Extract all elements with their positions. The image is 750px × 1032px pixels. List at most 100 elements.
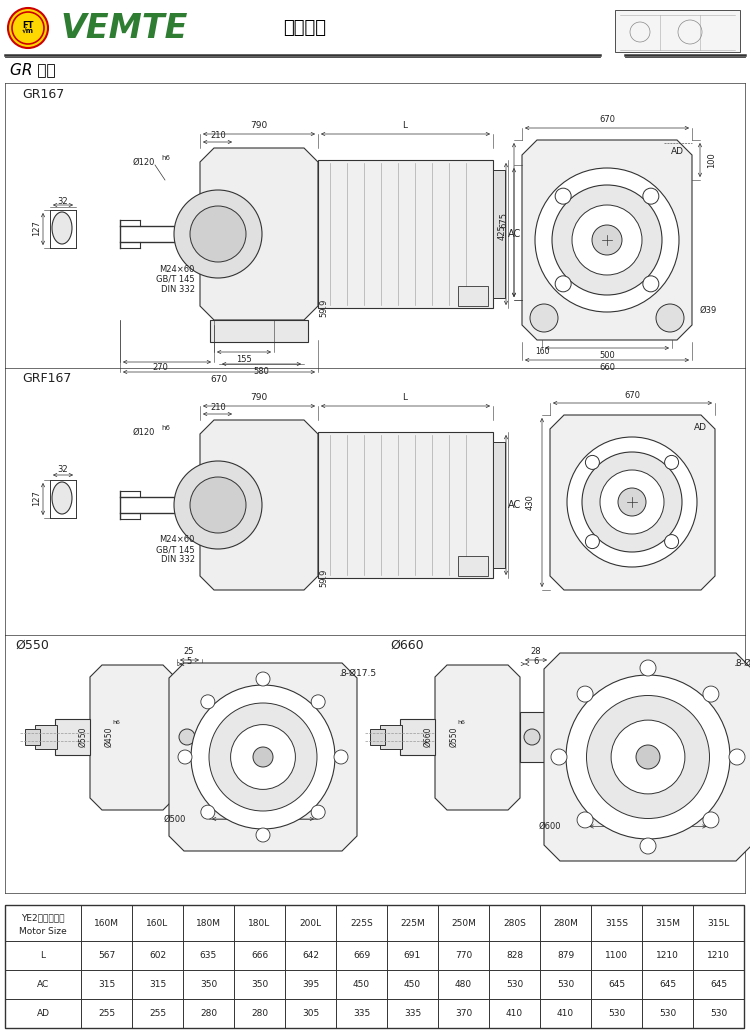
Circle shape: [174, 461, 262, 549]
Circle shape: [611, 720, 685, 794]
Circle shape: [530, 304, 558, 332]
Circle shape: [230, 724, 296, 789]
Text: 669: 669: [352, 952, 370, 960]
Text: 315S: 315S: [605, 918, 628, 928]
Text: 828: 828: [506, 952, 523, 960]
Circle shape: [592, 225, 622, 255]
Bar: [175, 712, 200, 762]
Text: 8-Ø17.5: 8-Ø17.5: [340, 669, 376, 677]
Circle shape: [656, 304, 684, 332]
Text: 480: 480: [455, 980, 472, 989]
Bar: [380, 725, 402, 749]
Text: L: L: [403, 122, 407, 130]
Text: Ø550: Ø550: [78, 727, 87, 747]
Text: 335: 335: [404, 1009, 422, 1018]
Text: 580: 580: [253, 367, 269, 377]
Text: 642: 642: [302, 952, 319, 960]
Text: 200L: 200L: [299, 918, 322, 928]
Text: 1210: 1210: [656, 952, 679, 960]
Circle shape: [524, 729, 540, 745]
Bar: [318, 432, 493, 578]
Text: 5: 5: [186, 657, 192, 667]
Bar: [370, 729, 385, 745]
Text: 691: 691: [404, 952, 422, 960]
Text: GB/T 145: GB/T 145: [156, 546, 195, 554]
Text: 59.9: 59.9: [320, 299, 328, 317]
Circle shape: [566, 675, 730, 839]
Text: 160M: 160M: [94, 918, 119, 928]
Text: 410: 410: [557, 1009, 574, 1018]
Text: 645: 645: [659, 980, 676, 989]
Text: 670: 670: [624, 390, 640, 399]
Text: 155: 155: [236, 355, 252, 364]
Text: AC: AC: [509, 229, 522, 239]
Text: 210: 210: [210, 402, 226, 412]
Text: 6: 6: [533, 657, 538, 667]
Text: 602: 602: [149, 952, 166, 960]
Text: GR 系列: GR 系列: [10, 63, 56, 77]
Circle shape: [572, 205, 642, 275]
Circle shape: [179, 729, 195, 745]
Text: FT: FT: [22, 22, 34, 31]
Circle shape: [178, 750, 192, 764]
Text: 315: 315: [98, 980, 116, 989]
Text: 1210: 1210: [707, 952, 730, 960]
Text: 1100: 1100: [605, 952, 628, 960]
Text: 8-Ø22: 8-Ø22: [735, 658, 750, 668]
Circle shape: [8, 8, 48, 49]
Text: 430: 430: [526, 494, 535, 510]
Text: 280: 280: [251, 1009, 268, 1018]
Text: Ø550: Ø550: [15, 639, 49, 651]
Bar: [5, 905, 744, 1028]
Text: 160L: 160L: [146, 918, 169, 928]
Circle shape: [586, 455, 599, 470]
Text: 530: 530: [710, 1009, 727, 1018]
Text: 635: 635: [200, 952, 217, 960]
Text: Ø120: Ø120: [133, 158, 155, 166]
Bar: [615, 10, 740, 52]
Text: 180M: 180M: [196, 918, 221, 928]
Text: Ø550: Ø550: [449, 727, 458, 747]
Text: 790: 790: [251, 122, 268, 130]
Text: GR167: GR167: [22, 88, 64, 100]
Circle shape: [600, 470, 664, 534]
Circle shape: [577, 686, 593, 702]
Bar: [400, 719, 435, 755]
Circle shape: [618, 488, 646, 516]
Text: 315M: 315M: [655, 918, 680, 928]
Polygon shape: [544, 653, 750, 861]
Text: DIN 332: DIN 332: [161, 285, 195, 293]
Text: 127: 127: [32, 220, 41, 236]
Text: 255: 255: [149, 1009, 166, 1018]
Text: Ø600: Ø600: [538, 823, 561, 831]
Text: 450: 450: [353, 980, 370, 989]
Circle shape: [190, 477, 246, 533]
Circle shape: [703, 812, 719, 828]
Text: AD: AD: [37, 1009, 50, 1018]
Text: 315: 315: [148, 980, 166, 989]
Circle shape: [586, 696, 710, 818]
Text: h6: h6: [457, 719, 465, 724]
Text: Ø39: Ø39: [700, 305, 717, 315]
Text: 425: 425: [497, 224, 506, 239]
Text: GRF167: GRF167: [22, 372, 71, 385]
Text: Motor Size: Motor Size: [20, 927, 67, 935]
Text: Ø450: Ø450: [104, 727, 113, 747]
Text: h6: h6: [161, 425, 170, 431]
Bar: [458, 556, 488, 576]
Text: 28: 28: [531, 647, 542, 656]
Bar: [318, 160, 493, 308]
Ellipse shape: [52, 212, 72, 244]
Text: 280M: 280M: [553, 918, 578, 928]
Circle shape: [577, 812, 593, 828]
Text: AD: AD: [694, 422, 706, 431]
Circle shape: [552, 185, 662, 295]
Polygon shape: [90, 665, 175, 810]
Circle shape: [334, 750, 348, 764]
Circle shape: [643, 276, 658, 292]
Text: 350: 350: [200, 980, 217, 989]
Text: 335: 335: [352, 1009, 370, 1018]
Text: 660: 660: [599, 363, 615, 373]
Circle shape: [703, 686, 719, 702]
Circle shape: [253, 747, 273, 767]
